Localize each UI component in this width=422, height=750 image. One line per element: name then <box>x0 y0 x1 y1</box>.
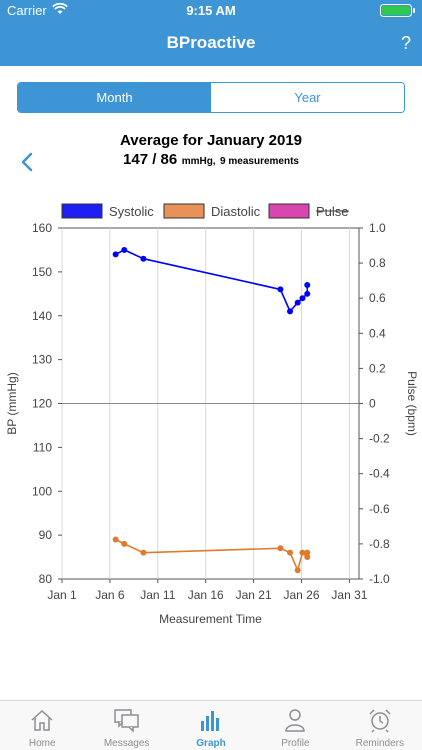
y-left-tick-label: 160 <box>32 221 52 235</box>
diastolic-point <box>304 554 311 561</box>
y-right-axis-title: Pulse (bpm) <box>405 371 419 436</box>
clock: 9:15 AM <box>186 3 236 18</box>
x-tick-label: Jan 1 <box>47 588 77 602</box>
y-left-tick-label: 100 <box>32 484 52 498</box>
y-right-tick-label: -0.2 <box>369 432 390 446</box>
legend-label-diastolic: Diastolic <box>211 204 261 219</box>
x-tick-label: Jan 16 <box>188 588 224 602</box>
diastolic-point <box>112 536 119 543</box>
diastolic-point <box>277 545 284 552</box>
systolic-point <box>140 255 147 262</box>
legend-label-systolic: Systolic <box>109 204 154 219</box>
y-right-tick-label: 1.0 <box>369 221 386 235</box>
x-axis-title: Measurement Time <box>159 612 262 626</box>
systolic-point <box>287 308 294 315</box>
measurement-count: 9 measurements <box>220 156 299 167</box>
graph-icon <box>201 711 220 731</box>
header-bar: Carrier 9:15 AM BProactive ? <box>0 0 422 66</box>
y-left-tick-label: 150 <box>32 265 52 279</box>
systolic-point <box>277 286 284 293</box>
systolic-point <box>294 299 301 306</box>
x-tick-label: Jan 6 <box>95 588 125 602</box>
legend-swatch-systolic <box>61 203 103 219</box>
average-value: 147 / 86 <box>123 151 178 168</box>
x-tick-label: Jan 21 <box>236 588 272 602</box>
tab-label-messages: Messages <box>103 738 150 749</box>
tab-messages[interactable]: Messages <box>84 701 168 750</box>
home-icon <box>31 709 53 731</box>
y-left-axis-title: BP (mmHg) <box>5 372 19 434</box>
segment-year[interactable]: Year <box>211 83 404 112</box>
systolic-point <box>112 251 119 258</box>
alarm-clock-icon <box>369 709 391 733</box>
tab-label-reminders: Reminders <box>355 738 404 749</box>
diastolic-point <box>287 549 294 556</box>
tab-bar: Home Messages Graph Profile <box>0 700 422 750</box>
y-right-tick-label: 0.4 <box>369 326 386 340</box>
tab-label-profile: Profile <box>281 738 310 749</box>
systolic-point <box>299 295 306 302</box>
wifi-icon <box>52 3 68 14</box>
diastolic-point <box>140 549 147 556</box>
x-tick-label: Jan 11 <box>140 588 175 602</box>
y-right-tick-label: 0.8 <box>369 256 386 270</box>
legend-swatch-pulse <box>268 203 310 219</box>
period-segmented-control: Month Year <box>17 82 405 113</box>
messages-icon <box>113 709 139 733</box>
page-title: BProactive <box>166 33 256 52</box>
y-left-tick-label: 80 <box>39 572 53 586</box>
y-left-tick-label: 120 <box>32 397 52 411</box>
diastolic-point <box>294 567 301 574</box>
systolic-point <box>121 246 128 253</box>
y-left-tick-label: 130 <box>32 353 52 367</box>
diastolic-point <box>121 540 128 547</box>
tab-graph[interactable]: Graph <box>169 701 253 750</box>
tab-home[interactable]: Home <box>0 701 84 750</box>
y-right-tick-label: -0.6 <box>369 502 390 516</box>
average-summary: 147 / 86 mmHg, 9 measurements <box>0 151 422 169</box>
y-right-tick-label: 0.6 <box>369 291 386 305</box>
profile-icon <box>285 709 306 732</box>
systolic-point <box>304 282 311 289</box>
legend-swatch-diastolic <box>163 203 205 219</box>
diastolic-point <box>304 549 311 556</box>
y-left-tick-label: 110 <box>33 440 52 454</box>
battery-icon <box>380 4 415 17</box>
average-unit: mmHg, <box>181 156 216 167</box>
y-right-tick-label: 0 <box>369 397 376 411</box>
bp-chart: Jan 1 Jan 6 Jan 11 Jan 16 Jan 21 Jan 26 Jan 31… <box>5 203 419 626</box>
y-right-tick-label: -1.0 <box>369 572 390 586</box>
diastolic-point <box>299 549 306 556</box>
y-right-tick-label: -0.4 <box>369 467 390 481</box>
average-title: Average for January 2019 <box>119 132 303 149</box>
systolic-point <box>304 290 311 297</box>
tab-label-home: Home <box>28 738 56 749</box>
tab-profile[interactable]: Profile <box>253 701 337 750</box>
y-right-tick-label: -0.8 <box>369 537 390 551</box>
x-tick-label: Jan 26 <box>284 588 320 602</box>
y-right-tick-label: 0.2 <box>369 361 386 375</box>
y-left-tick-label: 90 <box>39 528 53 542</box>
help-icon[interactable]: ? <box>401 33 412 53</box>
carrier-label: Carrier <box>7 3 47 18</box>
status-bar: Carrier 9:15 AM <box>0 0 422 22</box>
x-tick-label: Jan 31 <box>331 588 367 602</box>
tab-reminders[interactable]: Reminders <box>338 701 422 750</box>
tab-label-graph: Graph <box>196 738 226 749</box>
y-left-tick-label: 140 <box>32 309 52 323</box>
segment-month[interactable]: Month <box>18 83 211 112</box>
previous-month-chevron-icon[interactable] <box>20 152 34 172</box>
